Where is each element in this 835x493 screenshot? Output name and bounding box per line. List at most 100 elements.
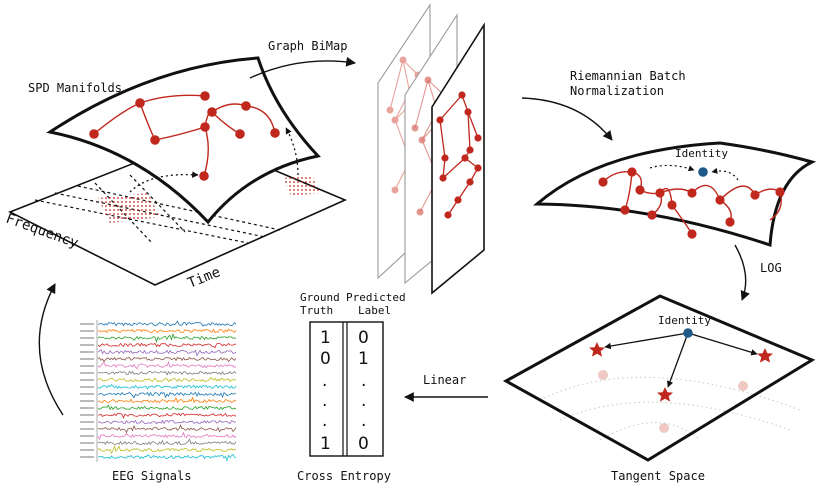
eeg-panel: EEG Signals: [80, 320, 237, 483]
ground-truth-cell: .: [322, 391, 327, 411]
eeg-channel-trace: [97, 396, 237, 404]
eeg-channel-tag: [80, 435, 94, 437]
ground-truth-header-line1: Ground: [300, 291, 340, 304]
ground-truth-header-line2: Truth: [300, 304, 333, 317]
eeg-channel-tag: [80, 442, 94, 444]
rbn-center-arrow-left: [649, 164, 695, 172]
spd-graph-nodes: [89, 91, 280, 181]
eeg-channel-trace: [97, 431, 237, 441]
eeg-channel-tag: [80, 428, 94, 430]
eeg-channel-tag: [80, 386, 94, 388]
tangent-space-label: Tangent Space: [611, 469, 705, 483]
predicted-cell: .: [361, 391, 366, 411]
tf-patch-right: [283, 175, 320, 196]
eeg-channel-tag: [80, 400, 94, 402]
eeg-channel-tag: [80, 330, 94, 332]
tangent-faded-nodes: [598, 370, 748, 433]
rbn-center-arrow-right: [711, 167, 739, 181]
predicted-cell: 0: [358, 328, 369, 348]
eeg-channel-tag: [80, 421, 94, 423]
bimap-layer-front: [431, 22, 485, 295]
rbn-panel: Identity: [532, 141, 817, 248]
spd-manifold-surface: [46, 56, 321, 225]
eeg-channel-tag: [80, 449, 94, 451]
bimap-layers: [377, 3, 485, 295]
eeg-channel-trace: [97, 332, 237, 344]
eeg-channel-tag: [80, 351, 94, 353]
tangent-identity-label: Identity: [658, 314, 711, 327]
eeg-channel-tag: [80, 414, 94, 416]
eeg-channel-tag: [80, 372, 94, 374]
eeg-to-spd-arrow: [38, 283, 64, 416]
eeg-channel-trace: [97, 328, 237, 334]
eeg-channel-tag: [80, 358, 94, 360]
spd-manifolds-label: SPD Manifolds: [28, 81, 122, 95]
predicted-header-line2: Label: [358, 304, 391, 317]
eeg-channel-trace: [98, 412, 237, 419]
eeg-channel-trace: [97, 424, 237, 434]
eeg-channel-trace: [97, 376, 237, 383]
ground-truth-cell: .: [322, 411, 327, 431]
eeg-channel-trace: [97, 391, 237, 399]
rbn-graph-nodes: [598, 167, 785, 239]
eeg-channel-trace: [97, 404, 237, 411]
eeg-channel-trace: [97, 419, 237, 425]
eeg-channel-trace: [97, 370, 237, 376]
log-arrow: [734, 244, 750, 301]
tangent-star-bottom: [657, 387, 673, 402]
eeg-channel-trace: [97, 342, 236, 349]
eeg-channel-tag: [80, 365, 94, 367]
eeg-channel-trace: [97, 438, 237, 446]
tangent-vectors: [604, 332, 758, 388]
eeg-channel-trace: [97, 361, 237, 370]
log-label: LOG: [760, 261, 782, 275]
predicted-cell: 0: [358, 434, 369, 454]
graph-bimap-label: Graph BiMap: [268, 39, 347, 53]
eeg-channel-tag: [80, 456, 94, 458]
spd-panel: SPD Manifolds Frequency Time: [4, 56, 348, 292]
eeg-channel-tag: [80, 393, 94, 395]
eeg-channel-trace: [97, 349, 237, 357]
eeg-channel-trace: [97, 320, 237, 327]
ground-truth-cell: 1: [320, 328, 331, 348]
eeg-channel-tag: [80, 379, 94, 381]
eeg-channel-trace: [97, 356, 237, 363]
eeg-channel-trace: [97, 453, 237, 462]
graph-bimap-arrow: [249, 56, 356, 79]
linear-label: Linear: [423, 373, 466, 387]
patch-to-node-arrow-left: [129, 171, 199, 193]
rbn-identity-node: [698, 167, 708, 177]
eeg-channel-tag: [80, 344, 94, 346]
tf-patch-left: [98, 193, 160, 223]
ground-truth-column: 1 0 . . . 1: [320, 328, 331, 454]
predicted-cell: 1: [358, 349, 369, 369]
eeg-channel-tag: [80, 337, 94, 339]
tangent-manifold-ghost: [539, 376, 801, 441]
eeg-channel-trace: [97, 445, 237, 455]
eeg-signals-label: EEG Signals: [112, 469, 191, 483]
tangent-star-right: [757, 348, 773, 363]
ground-truth-cell: 0: [320, 349, 331, 369]
predicted-cell: .: [361, 371, 366, 391]
ground-truth-cell: 1: [320, 434, 331, 454]
rbn-label-line1: Riemannian Batch: [570, 69, 686, 83]
tangent-star-left: [589, 342, 605, 357]
rbn-identity-label: Identity: [675, 147, 728, 160]
ground-truth-cell: .: [322, 371, 327, 391]
eeg-traces: [80, 320, 237, 462]
rbn-arrow: [521, 97, 613, 141]
tangent-panel: Identity Tangent Space: [502, 294, 816, 483]
rbn-manifold-surface: [532, 141, 817, 248]
predicted-column: 0 1 . . . 0: [358, 328, 369, 454]
cross-entropy-label: Cross Entropy: [297, 469, 391, 483]
tangent-stars: [589, 342, 773, 402]
tangent-identity-node: [683, 328, 693, 338]
cross-entropy-panel: Ground Truth Predicted Label 1 0 . . . 1…: [297, 291, 406, 483]
eeg-channel-tag: [80, 323, 94, 325]
predicted-cell: .: [361, 411, 366, 431]
predicted-header-line1: Predicted: [346, 291, 406, 304]
rbn-label-line2: Normalization: [570, 84, 664, 98]
eeg-channel-tag: [80, 407, 94, 409]
tangent-plane: [502, 294, 816, 462]
